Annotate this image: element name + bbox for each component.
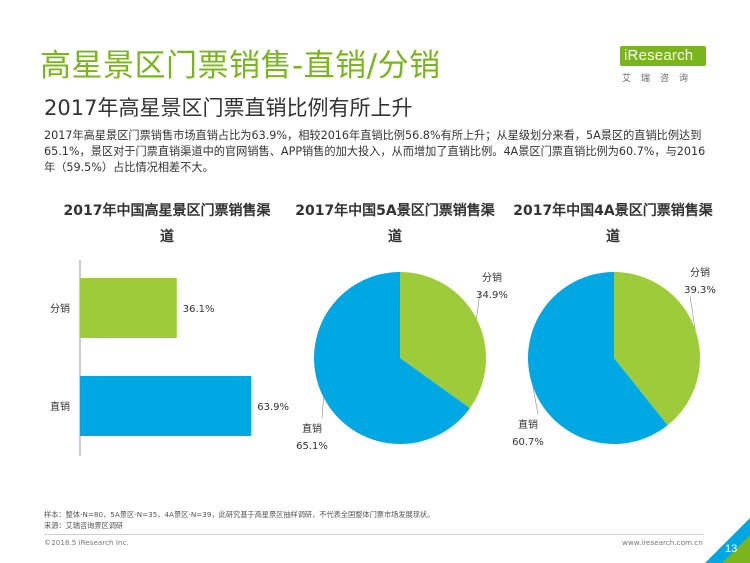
chart-title-overall: 2017年中国高星景区门票销售渠道 <box>63 203 271 245</box>
pie-slice-fenxiao <box>400 272 486 409</box>
pie-category-label: 分销 <box>690 266 710 279</box>
pie-category-label: 直销 <box>518 418 538 431</box>
chart-title-4a: 2017年中国4A景区门票销售渠道 <box>513 203 713 245</box>
pie-slice-zhixiao <box>528 272 668 444</box>
pie-value-label: 39.3% <box>684 285 716 296</box>
pie-category-label: 分销 <box>482 271 502 284</box>
pie-leader-line <box>532 386 539 415</box>
bar-category-label: 直销 <box>50 400 70 413</box>
source-note: 来源：艾瑞咨询景区调研 <box>44 521 124 530</box>
page-subtitle: 2017年高星景区门票直销比例有所上升 <box>44 96 413 120</box>
pie-value-label: 60.7% <box>512 437 544 448</box>
page-number: 13 <box>725 543 738 555</box>
logo-chinese-text: 艾瑞咨询 <box>622 74 699 84</box>
copyright-text: ©2018.5 iResearch Inc. <box>44 538 129 547</box>
bar-category-label: 分销 <box>50 302 70 315</box>
logo-brand-text: iResearch <box>620 46 706 66</box>
sample-note: 样本：整体-N=80，5A景区-N=35，4A景区-N=39，此研究基于高星景区… <box>44 510 435 519</box>
page-title: 高星景区门票销售-直销/分销 <box>40 48 441 84</box>
chart-title-5a: 2017年中国5A景区门票销售渠道 <box>295 203 495 245</box>
pie-slice-zhixiao <box>313 272 470 444</box>
pie-chart-4a: 分销 39.3% 直销 60.7% <box>512 266 716 448</box>
pie-leader-line <box>321 397 324 419</box>
pie-leader-line <box>689 295 696 330</box>
bar-value-label: 36.1% <box>183 304 215 315</box>
pie-chart-5a: 分销 34.9% 直销 65.1% <box>296 271 508 452</box>
bar-value-label: 63.9% <box>257 402 289 413</box>
footer-divider <box>44 534 704 535</box>
bar-chart-overall: 分销 36.1% 直销 63.9% <box>50 260 289 456</box>
summary-paragraph: 2017年高星景区门票销售市场直销占比为63.9%，相较2016年直销比例56.… <box>44 129 706 174</box>
pie-value-label: 34.9% <box>476 290 508 301</box>
pie-value-label: 65.1% <box>296 441 328 452</box>
bar-fenxiao <box>80 278 177 338</box>
pie-leader-line <box>476 291 481 319</box>
bar-zhixiao <box>80 376 252 436</box>
page-corner-accent <box>722 535 750 563</box>
pie-category-label: 直销 <box>302 422 322 435</box>
pie-slice-fenxiao <box>614 272 701 426</box>
website-text: www.iresearch.com.cn <box>622 538 703 547</box>
